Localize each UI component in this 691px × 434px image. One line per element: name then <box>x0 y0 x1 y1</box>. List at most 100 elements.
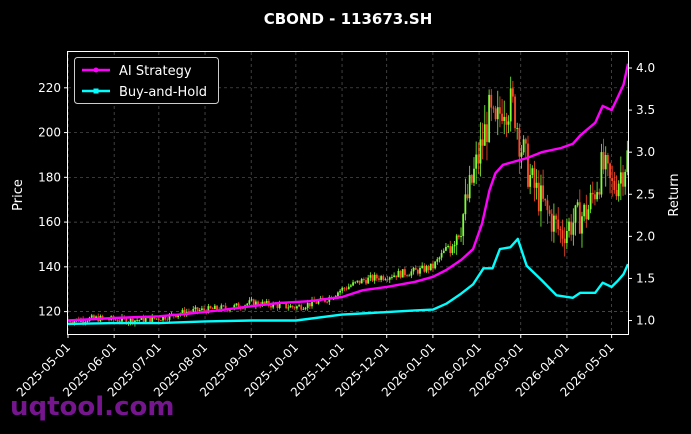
candle-body <box>455 235 458 245</box>
candle-body <box>190 311 192 313</box>
y-tick-label-right: 1.5 <box>636 271 655 285</box>
y-tick-label-left: 140 <box>38 260 61 274</box>
candle-body <box>125 318 128 324</box>
candle-body <box>553 215 555 232</box>
candle-body <box>509 88 512 122</box>
candle-body <box>514 96 516 129</box>
legend-label-bh: Buy-and-Hold <box>119 85 207 100</box>
candle-body <box>576 202 579 206</box>
candle-body <box>565 230 568 244</box>
candle-body <box>416 269 419 274</box>
candle-body <box>537 182 540 212</box>
candle-body <box>192 309 195 312</box>
candle-body <box>378 278 380 280</box>
candle-body <box>516 128 519 129</box>
candle-body <box>164 316 167 320</box>
candle-body <box>457 235 460 238</box>
candle-body <box>373 274 376 281</box>
chart-title: CBOND - 113673.SH <box>264 10 433 28</box>
candle-body <box>600 152 603 195</box>
candle-body <box>73 320 76 324</box>
candle-body <box>535 182 538 188</box>
candle-body <box>462 214 465 237</box>
candle-body <box>177 315 180 318</box>
candle-body <box>540 185 542 212</box>
candle-body <box>477 154 480 164</box>
candle-body <box>568 221 570 231</box>
candle-body <box>362 279 365 281</box>
candle-body <box>423 265 426 272</box>
candle-body <box>550 213 553 232</box>
candle-body <box>194 307 197 310</box>
candle-body <box>606 155 609 164</box>
candle-body <box>211 308 214 310</box>
candle-body <box>507 121 510 125</box>
candle-body <box>162 316 164 321</box>
candle-body <box>343 287 346 289</box>
candle-body <box>300 305 303 310</box>
plot-frame <box>67 51 629 335</box>
candle-body <box>315 302 318 304</box>
candle-body <box>524 139 527 144</box>
candle-body <box>324 299 326 302</box>
candle-body <box>339 290 342 293</box>
candle-body <box>140 316 143 320</box>
candle-body <box>427 266 430 270</box>
candle-body <box>391 277 393 278</box>
candle-body <box>207 306 210 314</box>
candle-body <box>581 216 583 234</box>
candle-body <box>233 305 236 309</box>
candle-body <box>175 315 177 318</box>
candle-body <box>237 303 240 308</box>
candle-body <box>246 303 249 306</box>
candle-body <box>522 139 525 153</box>
candle-body <box>263 301 266 304</box>
y-axis-label-right: Return <box>667 173 682 216</box>
candle-body <box>451 246 454 254</box>
candle-body <box>609 163 611 179</box>
legend-label-ai: AI Strategy <box>119 64 192 79</box>
candle-body <box>587 209 590 220</box>
candle-body <box>200 308 203 311</box>
y-tick-label-left: 200 <box>38 126 61 140</box>
candle-body <box>617 183 620 197</box>
candle-body <box>90 315 93 318</box>
candle-body <box>585 204 588 220</box>
candles <box>67 76 629 327</box>
candle-body <box>224 305 227 309</box>
candle-body <box>518 128 521 157</box>
candle-body <box>216 305 218 310</box>
candle-body <box>563 238 566 244</box>
legend-marker-bh <box>93 88 99 94</box>
candle-body <box>114 319 117 321</box>
candle-body <box>531 168 534 175</box>
y-axis-label-left: Price <box>11 179 26 211</box>
y-ticks-left: 120 140 160 180 200 220 <box>38 81 68 319</box>
candle-body <box>496 107 499 120</box>
candle-body <box>375 274 378 279</box>
candle-body <box>386 279 389 281</box>
candle-body <box>352 282 354 286</box>
candle-body <box>393 275 395 278</box>
candle-body <box>438 257 441 260</box>
candle-body <box>93 315 95 319</box>
candle-body <box>542 185 545 199</box>
candle-body <box>494 108 497 120</box>
candle-body <box>285 303 288 309</box>
candle-body <box>464 194 467 215</box>
candle-body <box>136 320 139 321</box>
candle-body <box>308 303 311 307</box>
candle-body <box>302 308 305 310</box>
candle-body <box>188 311 190 313</box>
candle-body <box>425 266 428 272</box>
candle-body <box>483 124 486 146</box>
candle-body <box>490 94 493 108</box>
y-tick-label-left: 120 <box>38 305 61 319</box>
candle-body <box>561 230 564 239</box>
candle-body <box>479 139 482 164</box>
candle-body <box>440 253 443 258</box>
candle-body <box>356 280 359 282</box>
candle-body <box>453 244 456 247</box>
candle-body <box>468 175 471 199</box>
candle-body <box>436 259 439 262</box>
